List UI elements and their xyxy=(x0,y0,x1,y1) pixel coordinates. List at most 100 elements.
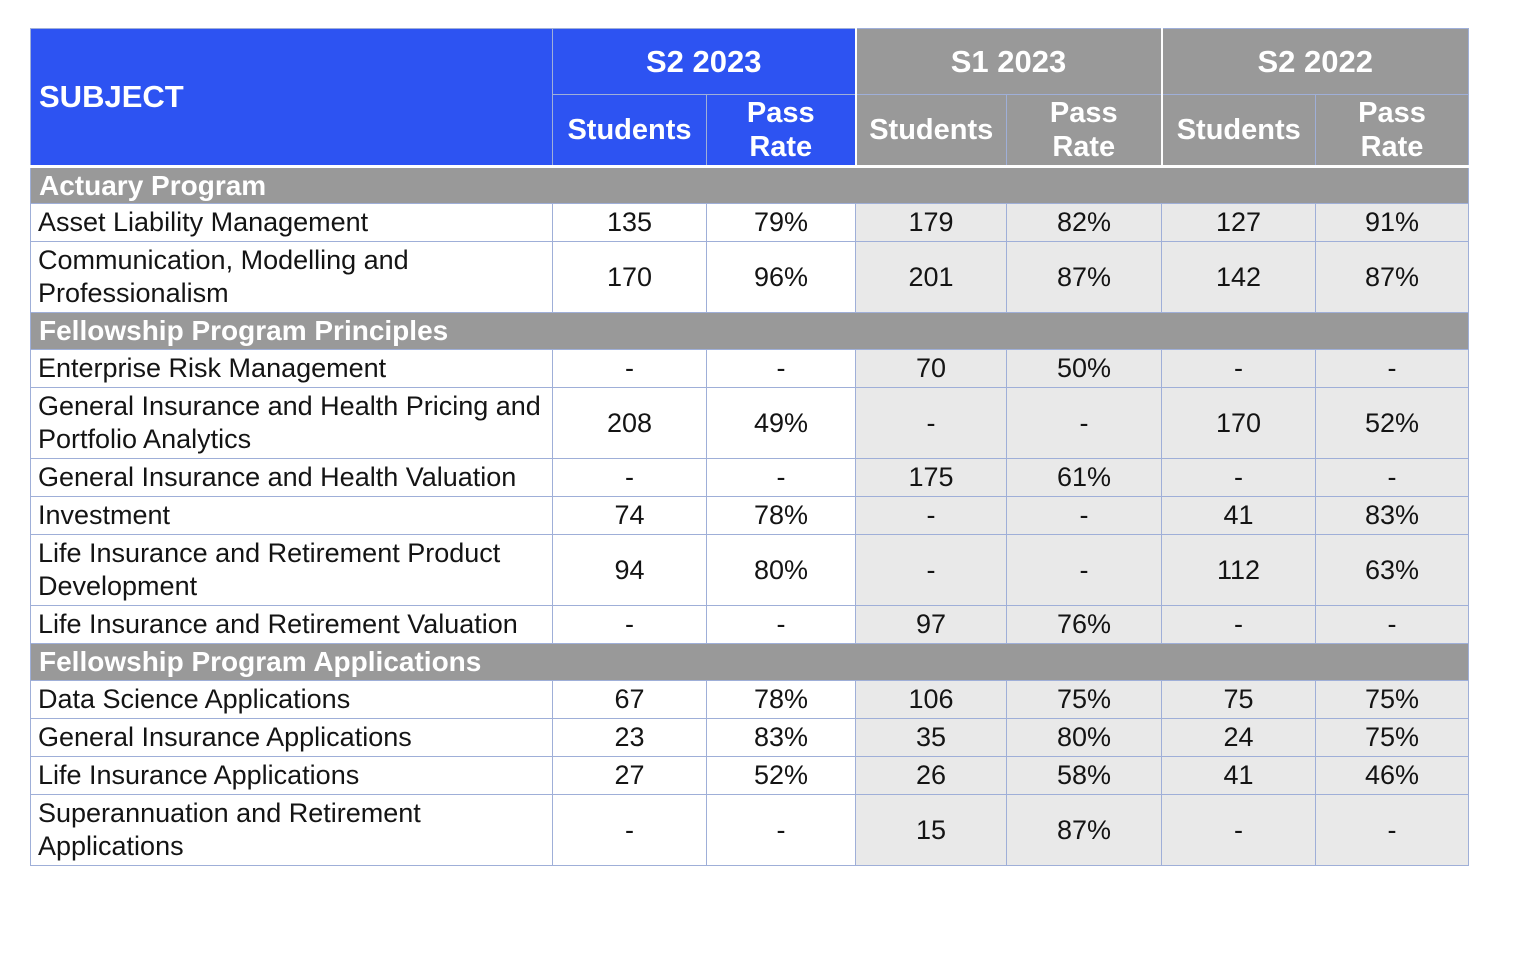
value-cell: - xyxy=(1315,605,1469,644)
value-cell: 52% xyxy=(706,756,856,795)
value-cell: - xyxy=(552,605,707,644)
value-cell: 41 xyxy=(1161,496,1316,535)
subject-cell: Enterprise Risk Management xyxy=(30,349,553,388)
subject-cell: Data Science Applications xyxy=(30,680,553,719)
value-cell: - xyxy=(706,605,856,644)
period-header-s2-2022: S2 2022 xyxy=(1160,28,1469,95)
value-cell: 52% xyxy=(1315,387,1469,459)
value-cell: 96% xyxy=(706,241,856,313)
section-title: Fellowship Program Principles xyxy=(30,312,1469,350)
subject-cell: General Insurance and Health Valuation xyxy=(30,458,553,497)
table-body: Actuary Program Asset Liability Managemen… xyxy=(30,166,1469,866)
subject-column-header: SUBJECT xyxy=(30,28,553,168)
value-cell: 61% xyxy=(1006,458,1162,497)
value-cell: 170 xyxy=(1161,387,1316,459)
table-row: Asset Liability Management 135 79% 179 82% 12… xyxy=(30,203,1469,242)
pass-rate-table-container: SUBJECT S2 2023 S1 2023 S2 2022 Students… xyxy=(30,28,1469,866)
value-cell: 49% xyxy=(706,387,856,459)
value-cell: - xyxy=(1161,458,1316,497)
table-row: Life Insurance Applications 27 52% 26 58% 41 4… xyxy=(30,756,1469,795)
value-cell: - xyxy=(552,349,707,388)
value-cell: - xyxy=(1006,496,1162,535)
value-cell: 27 xyxy=(552,756,707,795)
value-cell: 75% xyxy=(1006,680,1162,719)
table-row: General Insurance and Health Valuation - -… xyxy=(30,458,1469,497)
table-row: General Insurance and Health Pricing and… xyxy=(30,387,1469,459)
table-row: Investment 74 78% - -41 83% xyxy=(30,496,1469,535)
value-cell: 179 xyxy=(855,203,1007,242)
subject-cell: Superannuation and Retirement Applicatio… xyxy=(30,794,553,866)
value-cell: 67 xyxy=(552,680,707,719)
table-row: Enterprise Risk Management - -70 50% - - xyxy=(30,349,1469,388)
table-row: Life Insurance and Retirement Product De… xyxy=(30,534,1469,606)
value-cell: 75% xyxy=(1315,680,1469,719)
students-column-header: Students xyxy=(854,94,1007,168)
value-cell: 135 xyxy=(552,203,707,242)
subject-cell: General Insurance and Health Pricing and… xyxy=(30,387,553,459)
subject-cell: General Insurance Applications xyxy=(30,718,553,757)
subcolumn-header-row: Students Pass Rate Students Pass Rate St… xyxy=(31,94,1469,168)
section-title: Fellowship Program Applications xyxy=(30,643,1469,681)
value-cell: 41 xyxy=(1161,756,1316,795)
value-cell: 58% xyxy=(1006,756,1162,795)
subject-cell: Life Insurance Applications xyxy=(30,756,553,795)
value-cell: 201 xyxy=(855,241,1007,313)
value-cell: 82% xyxy=(1006,203,1162,242)
subject-cell: Life Insurance and Retirement Product De… xyxy=(30,534,553,606)
value-cell: - xyxy=(706,794,856,866)
value-cell: - xyxy=(1161,349,1316,388)
section-row: Fellowship Program Principles xyxy=(30,312,1469,350)
table-row: Data Science Applications 67 78% 106 75% 75 75… xyxy=(30,680,1469,719)
value-cell: 63% xyxy=(1315,534,1469,606)
value-cell: 127 xyxy=(1161,203,1316,242)
value-cell: 70 xyxy=(855,349,1007,388)
pass-rate-table: SUBJECT S2 2023 S1 2023 S2 2022 Students… xyxy=(30,28,1469,866)
value-cell: - xyxy=(1315,458,1469,497)
value-cell: 208 xyxy=(552,387,707,459)
value-cell: 23 xyxy=(552,718,707,757)
subject-cell: Communication, Modelling and Professiona… xyxy=(30,241,553,313)
value-cell: - xyxy=(1161,794,1316,866)
section-row: Fellowship Program Applications xyxy=(30,643,1469,681)
value-cell: 170 xyxy=(552,241,707,313)
value-cell: 83% xyxy=(1315,496,1469,535)
value-cell: - xyxy=(1315,794,1469,866)
value-cell: 87% xyxy=(1315,241,1469,313)
table-row: General Insurance Applications 23 83% 35 80%… xyxy=(30,718,1469,757)
students-column-header: Students xyxy=(552,94,707,168)
students-column-header: Students xyxy=(1160,94,1316,168)
value-cell: 175 xyxy=(855,458,1007,497)
value-cell: 79% xyxy=(706,203,856,242)
pass-rate-column-header: Pass Rate xyxy=(1006,94,1162,168)
value-cell: 91% xyxy=(1315,203,1469,242)
value-cell: - xyxy=(855,387,1007,459)
value-cell: 35 xyxy=(855,718,1007,757)
value-cell: - xyxy=(1006,387,1162,459)
period-header-row: SUBJECT S2 2023 S1 2023 S2 2022 xyxy=(30,28,1469,168)
value-cell: - xyxy=(552,458,707,497)
value-cell: - xyxy=(855,496,1007,535)
value-cell: - xyxy=(552,794,707,866)
period-header-s1-2023: S1 2023 xyxy=(854,28,1162,95)
value-cell: 78% xyxy=(706,496,856,535)
value-cell: - xyxy=(1161,605,1316,644)
value-cell: 75 xyxy=(1161,680,1316,719)
value-cell: 75% xyxy=(1315,718,1469,757)
value-cell: 46% xyxy=(1315,756,1469,795)
subject-cell: Investment xyxy=(30,496,553,535)
pass-rate-column-header: Pass Rate xyxy=(1315,94,1469,168)
value-cell: 74 xyxy=(552,496,707,535)
value-cell: 80% xyxy=(1006,718,1162,757)
value-cell: 106 xyxy=(855,680,1007,719)
table-row: Life Insurance and Retirement Valuation -… xyxy=(30,605,1469,644)
value-cell: 24 xyxy=(1161,718,1316,757)
value-cell: - xyxy=(1315,349,1469,388)
value-cell: 76% xyxy=(1006,605,1162,644)
value-cell: 78% xyxy=(706,680,856,719)
value-cell: 112 xyxy=(1161,534,1316,606)
value-cell: - xyxy=(1006,534,1162,606)
period-header-s2-2023: S2 2023 xyxy=(552,28,856,95)
value-cell: - xyxy=(855,534,1007,606)
value-cell: - xyxy=(706,458,856,497)
table-row: Superannuation and Retirement Applicatio… xyxy=(30,794,1469,866)
